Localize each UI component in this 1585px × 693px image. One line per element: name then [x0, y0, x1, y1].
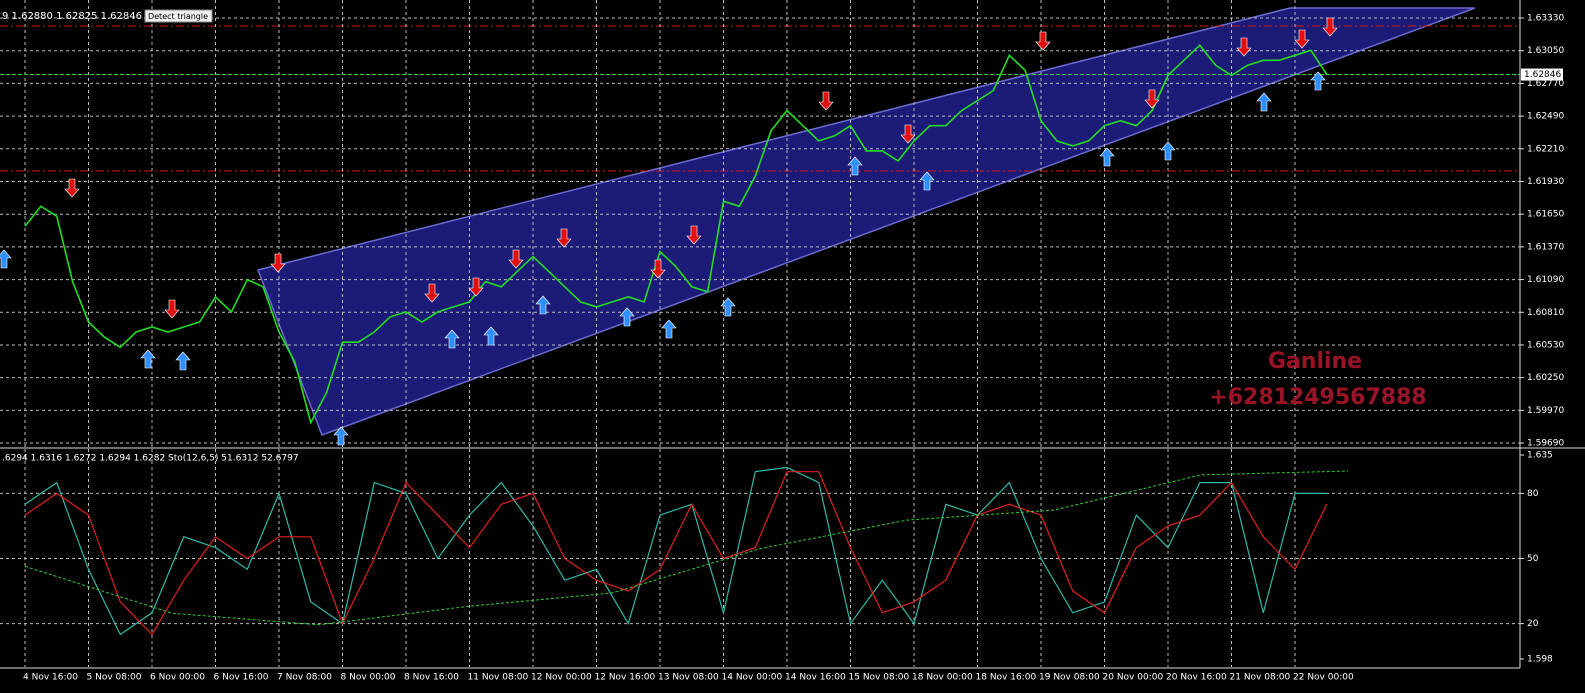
last-price-box [1521, 68, 1563, 81]
y-tick-label: 1.63050 [1527, 46, 1564, 56]
x-tick-label: 4 Nov 16:00 [23, 673, 78, 683]
last-price-label: 1.62846 [1524, 70, 1561, 80]
buy-arrow [919, 171, 935, 191]
sell-arrow [270, 253, 286, 273]
sell-arrow [650, 259, 666, 279]
sell-arrow [1035, 31, 1051, 51]
y-tick-label: 80 [1527, 489, 1539, 499]
buy-arrow [1256, 92, 1272, 112]
x-tick-label: 18 Nov 00:00 [912, 673, 973, 683]
y-tick-label: 1.60250 [1527, 373, 1564, 383]
y-tick-label: 1.60810 [1527, 308, 1564, 318]
x-tick-label: 12 Nov 00:00 [531, 673, 592, 683]
y-tick-label: 1.60530 [1527, 340, 1564, 350]
x-tick-label: 11 Nov 08:00 [468, 673, 529, 683]
buy-arrow [140, 349, 156, 369]
series-line [24, 470, 1349, 626]
x-tick-label: 8 Nov 16:00 [404, 673, 459, 683]
x-tick-label: 20 Nov 16:00 [1166, 673, 1227, 683]
x-tick-label: 12 Nov 16:00 [595, 673, 656, 683]
x-tick-label: 5 Nov 08:00 [87, 673, 142, 683]
sell-arrow [64, 178, 80, 198]
sell-arrow [686, 225, 702, 245]
x-tick-label: 21 Nov 08:00 [1230, 673, 1291, 683]
y-tick-label: 1.62490 [1527, 112, 1564, 122]
y-tick-label: 1.59690 [1527, 439, 1564, 449]
sell-arrow [556, 228, 572, 248]
sell-arrow [468, 277, 484, 297]
buy-arrow [1310, 71, 1326, 91]
x-tick-label: 7 Nov 08:00 [277, 673, 332, 683]
y-tick-label: 20 [1527, 619, 1539, 629]
y-tick-label: 1.61650 [1527, 210, 1564, 220]
quote-header: 9 1.62880 1.62825 1.62846 [2, 11, 142, 22]
x-tick-label: 6 Nov 16:00 [214, 673, 269, 683]
buy-arrow [1160, 141, 1176, 161]
series-line [24, 471, 1328, 636]
y-tick-label: 1.61370 [1527, 242, 1564, 252]
watermark-phone: +6281249567888 [1209, 385, 1426, 410]
detect-button[interactable] [144, 9, 213, 23]
buy-arrow [619, 307, 635, 327]
y-tick-label: 1.61930 [1527, 177, 1564, 187]
y-tick-label: 1.61090 [1527, 275, 1564, 285]
watermark-name: Ganline [1268, 349, 1362, 374]
buy-arrow [720, 297, 736, 317]
sell-arrow [508, 249, 524, 269]
buy-arrow [535, 295, 551, 315]
series-line [24, 466, 1327, 636]
buy-arrow [661, 319, 677, 339]
sell-arrow [424, 283, 440, 303]
plot: 1.63330 1.63050 1.62770 1.62490 1.62210 1.619… [0, 0, 1564, 683]
sell-arrow [818, 91, 834, 111]
buy-arrow [1099, 147, 1115, 167]
buy-arrow [0, 249, 12, 269]
y-tick-label: 1.62770 [1527, 79, 1564, 89]
sell-arrow [1144, 89, 1160, 109]
y-tick-label: 1.63330 [1527, 14, 1564, 24]
buy-arrow [444, 329, 460, 349]
buy-arrow [175, 351, 191, 371]
detect-button-label[interactable]: Detect triangle [148, 12, 208, 21]
x-tick-label: 20 Nov 00:00 [1103, 673, 1164, 683]
x-tick-label: 19 Nov 08:00 [1039, 673, 1100, 683]
x-tick-label: 6 Nov 00:00 [150, 673, 205, 683]
sell-arrow [900, 124, 916, 144]
indicator-header: .6294 1.6316 1.6272 1.6294 1.6282 Sto(12… [2, 454, 299, 464]
triangle-channel [256, 7, 1476, 436]
x-tick-label: 14 Nov 00:00 [722, 673, 783, 683]
buy-arrow [847, 156, 863, 176]
x-tick-label: 22 Nov 00:00 [1293, 673, 1354, 683]
y-tick-label: 1.62210 [1527, 144, 1564, 154]
y2-tick-label: 1.635 [1527, 451, 1553, 461]
y2-tick-label: 1.598 [1527, 655, 1553, 665]
sell-arrow [1294, 29, 1310, 49]
sell-arrow [1322, 17, 1338, 37]
sell-arrow [164, 299, 180, 319]
x-tick-label: 13 Nov 08:00 [658, 673, 719, 683]
buy-arrow [333, 426, 349, 446]
y-tick-label: 1.59970 [1527, 406, 1564, 416]
x-tick-label: 14 Nov 16:00 [785, 673, 846, 683]
x-tick-label: 8 Nov 00:00 [341, 673, 396, 683]
x-tick-label: 18 Nov 16:00 [976, 673, 1037, 683]
sell-arrow [1236, 37, 1252, 57]
series-line [24, 44, 1328, 425]
x-tick-label: 15 Nov 08:00 [849, 673, 910, 683]
y-tick-label: 50 [1527, 554, 1539, 564]
buy-arrow [483, 326, 499, 346]
